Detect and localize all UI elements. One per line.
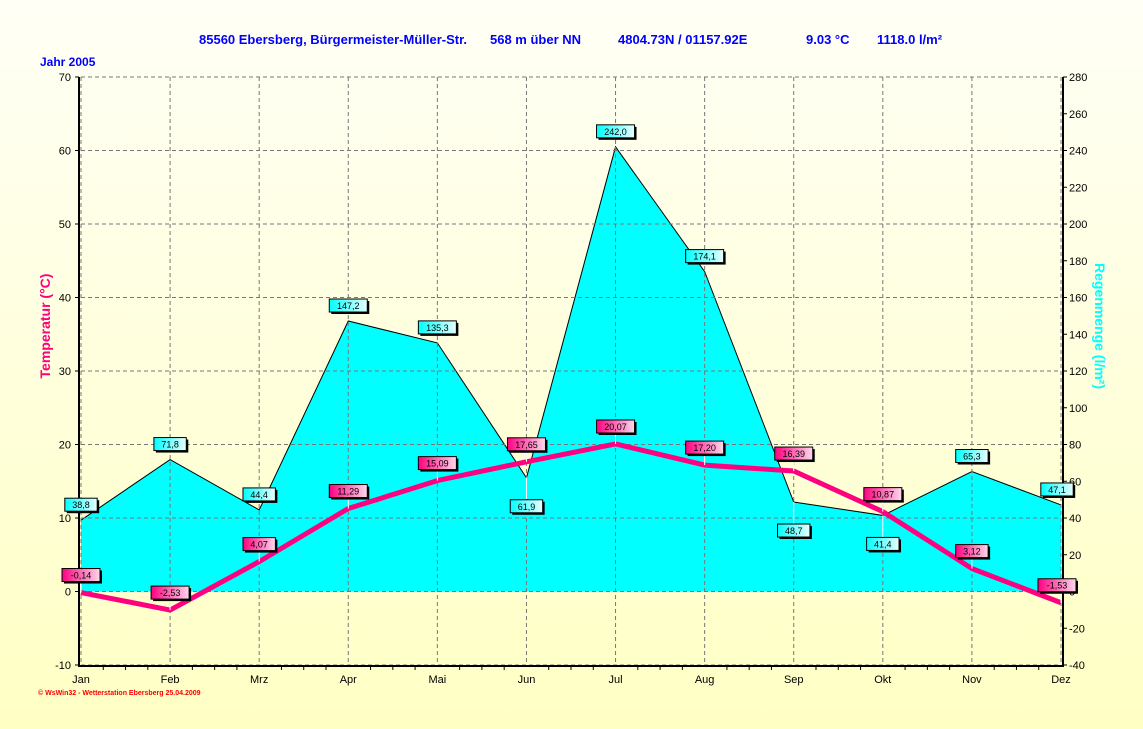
y2-tick-label: 120 bbox=[1069, 366, 1087, 378]
y-tick-label: 0 bbox=[65, 587, 71, 599]
rain-data-label: 135,3 bbox=[426, 323, 449, 333]
temp-data-label: -1,53 bbox=[1047, 581, 1068, 591]
temperature-line bbox=[80, 441, 1062, 613]
x-tick-label: Dez bbox=[1051, 674, 1071, 686]
footer-credit: © WsWin32 - Wetterstation Ebersberg 25.0… bbox=[38, 690, 201, 697]
rain-data-label-box bbox=[777, 523, 811, 538]
x-tick-label: Jun bbox=[518, 674, 536, 686]
rain-data-label-box bbox=[955, 449, 989, 464]
x-tick-label: Mrz bbox=[250, 674, 268, 686]
y-tick-label: 20 bbox=[59, 440, 71, 452]
x-tick-label: Aug bbox=[695, 674, 715, 686]
temp-data-label: 16,39 bbox=[782, 449, 805, 459]
rain-outline bbox=[80, 145, 1062, 521]
temp-data-label: 20,07 bbox=[604, 422, 627, 432]
temp-data-label: 11,29 bbox=[337, 487, 359, 497]
rain-data-label-box bbox=[417, 320, 457, 335]
temp-data-label-box bbox=[242, 537, 276, 552]
y2-tick-label: -20 bbox=[1069, 623, 1085, 635]
y2-tick-label: 260 bbox=[1069, 109, 1087, 121]
y2-tick-label: 140 bbox=[1069, 329, 1087, 341]
temp-data-label-box bbox=[685, 440, 725, 455]
temp-data-label-box bbox=[596, 419, 636, 434]
rain-data-label: 174,1 bbox=[693, 252, 716, 262]
y-tick-label: 50 bbox=[59, 219, 71, 231]
rain-data-label: 61,9 bbox=[518, 502, 536, 512]
average-temperature: 9.03 °C bbox=[806, 32, 850, 47]
rain-data-label: 44,4 bbox=[250, 490, 268, 500]
y-tick-label: 40 bbox=[59, 293, 71, 305]
rain-data-label-box bbox=[509, 499, 544, 514]
temp-data-label-box bbox=[61, 568, 101, 583]
coordinates: 4804.73N / 01157.92E bbox=[618, 32, 748, 47]
rain-data-label-box bbox=[685, 249, 725, 264]
y2-tick-label: 80 bbox=[1069, 440, 1081, 452]
y2-tick-label: 160 bbox=[1069, 293, 1087, 305]
y-tick-label: 70 bbox=[59, 72, 71, 84]
temp-data-label-box bbox=[955, 544, 989, 559]
y2-axis-title: Regenmenge (l/m²) bbox=[1092, 263, 1108, 389]
y2-tick-label: 280 bbox=[1069, 72, 1087, 84]
x-tick-label: Okt bbox=[874, 674, 891, 686]
temp-data-label: 4,07 bbox=[250, 540, 268, 550]
rain-data-label: 65,3 bbox=[963, 452, 981, 462]
rain-data-label: 242,0 bbox=[604, 127, 627, 137]
y2-tick-label: 100 bbox=[1069, 403, 1087, 415]
temp-data-label-box bbox=[150, 585, 190, 600]
temp-data-label-box bbox=[506, 437, 546, 452]
rain-area bbox=[81, 146, 1061, 592]
rain-data-label: 48,7 bbox=[785, 526, 803, 536]
temp-data-label-box bbox=[863, 487, 903, 502]
temp-data-label: -2,53 bbox=[160, 588, 181, 598]
x-tick-label: Jan bbox=[72, 674, 90, 686]
y2-tick-label: 220 bbox=[1069, 182, 1087, 194]
rain-data-label-box bbox=[1040, 482, 1074, 497]
temp-data-label-box bbox=[328, 484, 368, 499]
y2-tick-label: 240 bbox=[1069, 146, 1087, 158]
x-tick-label: Jul bbox=[609, 674, 623, 686]
temp-data-label: 3,12 bbox=[963, 547, 981, 557]
y2-tick-label: 200 bbox=[1069, 219, 1087, 231]
x-tick-label: Nov bbox=[962, 674, 982, 686]
altitude: 568 m über NN bbox=[490, 32, 582, 47]
y-tick-label: 30 bbox=[59, 366, 71, 378]
x-tick-label: Apr bbox=[340, 674, 357, 686]
station-name: 85560 Ebersberg, Bürgermeister-Müller-St… bbox=[199, 32, 468, 47]
temp-data-label: 17,65 bbox=[515, 440, 538, 450]
rain-data-label-box bbox=[64, 497, 98, 512]
year-label: Jahr 2005 bbox=[40, 55, 96, 69]
y2-tick-label: 20 bbox=[1069, 550, 1081, 562]
rain-data-label: 147,2 bbox=[337, 301, 360, 311]
rain-data-label: 41,4 bbox=[874, 539, 892, 549]
temp-data-label-box bbox=[774, 446, 814, 461]
temp-data-label-box bbox=[417, 456, 457, 471]
rain-data-label-box bbox=[328, 298, 368, 313]
y-tick-label: -10 bbox=[55, 660, 71, 672]
y2-tick-label: -40 bbox=[1069, 660, 1085, 672]
rain-data-label-box bbox=[596, 124, 636, 139]
x-tick-label: Sep bbox=[784, 674, 804, 686]
total-rain: 1118.0 l/m² bbox=[877, 32, 943, 47]
rain-data-label: 47,1 bbox=[1048, 485, 1066, 495]
temp-data-label: 10,87 bbox=[872, 490, 895, 500]
y-tick-label: 10 bbox=[59, 513, 71, 525]
rain-data-label: 71,8 bbox=[161, 440, 179, 450]
temp-data-label: -0,14 bbox=[71, 571, 92, 581]
x-tick-label: Feb bbox=[161, 674, 180, 686]
rain-data-label-box bbox=[153, 437, 187, 452]
y-axis-title: Temperatur (°C) bbox=[37, 274, 53, 379]
y-tick-label: 60 bbox=[59, 146, 71, 158]
rain-data-label-box bbox=[866, 536, 900, 551]
y2-tick-label: 40 bbox=[1069, 513, 1081, 525]
rain-data-label-box bbox=[242, 487, 276, 502]
rain-data-label: 38,8 bbox=[72, 500, 90, 510]
temp-data-label: 17,20 bbox=[693, 443, 716, 453]
x-tick-label: Mai bbox=[428, 674, 446, 686]
temp-data-label-box bbox=[1037, 578, 1077, 593]
temp-data-label: 15,09 bbox=[426, 459, 449, 469]
y2-tick-label: 180 bbox=[1069, 256, 1087, 268]
